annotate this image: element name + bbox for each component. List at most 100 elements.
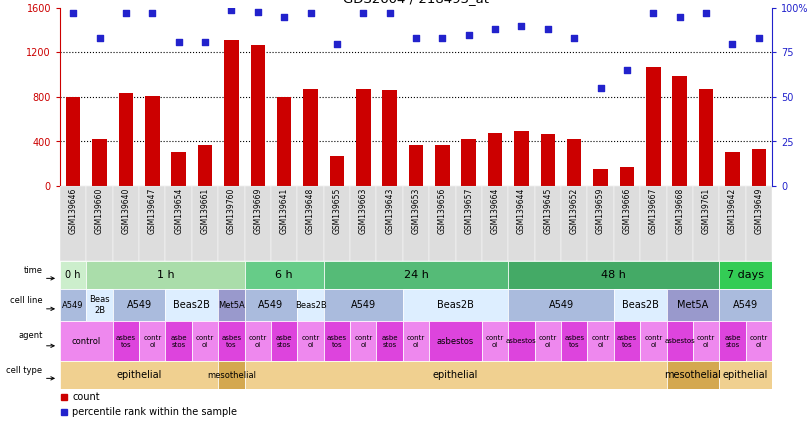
Bar xyxy=(218,289,245,321)
Point xyxy=(278,13,291,20)
Bar xyxy=(693,321,719,361)
Bar xyxy=(165,289,218,321)
Point xyxy=(463,31,475,38)
Bar xyxy=(165,321,192,361)
Bar xyxy=(87,261,245,289)
Bar xyxy=(87,289,113,321)
Text: GSM139761: GSM139761 xyxy=(701,187,710,234)
Bar xyxy=(245,261,324,289)
Bar xyxy=(250,45,265,186)
Text: Met5A: Met5A xyxy=(218,301,245,309)
Bar xyxy=(719,261,772,289)
Bar xyxy=(752,149,766,186)
Text: GSM139669: GSM139669 xyxy=(254,187,262,234)
Text: epithelial: epithelial xyxy=(723,370,769,380)
Text: epithelial: epithelial xyxy=(117,370,162,380)
Text: 24 h: 24 h xyxy=(403,270,428,280)
Bar xyxy=(60,186,87,261)
Point xyxy=(620,67,633,74)
Text: GSM139655: GSM139655 xyxy=(332,187,341,234)
Bar xyxy=(587,321,614,361)
Text: Beas2B: Beas2B xyxy=(295,301,326,309)
Bar xyxy=(297,186,324,261)
Text: GSM139666: GSM139666 xyxy=(622,187,632,234)
Point xyxy=(410,35,423,42)
Text: asbes
tos: asbes tos xyxy=(221,334,241,348)
Text: A549: A549 xyxy=(548,300,573,310)
Point xyxy=(647,10,660,17)
Text: asbe
stos: asbe stos xyxy=(724,334,740,348)
Text: GSM139656: GSM139656 xyxy=(438,187,447,234)
Text: percentile rank within the sample: percentile rank within the sample xyxy=(72,407,237,416)
Text: A549: A549 xyxy=(62,301,84,309)
Bar xyxy=(350,321,377,361)
Bar xyxy=(113,321,139,361)
Text: GSM139640: GSM139640 xyxy=(122,187,130,234)
Text: GSM139645: GSM139645 xyxy=(544,187,552,234)
Bar xyxy=(725,151,740,186)
Bar xyxy=(719,361,772,389)
Bar xyxy=(509,261,719,289)
Bar xyxy=(60,289,87,321)
Point xyxy=(594,84,607,91)
Text: contr
ol: contr ol xyxy=(143,334,161,348)
Text: 48 h: 48 h xyxy=(601,270,626,280)
Text: Met5A: Met5A xyxy=(677,300,709,310)
Text: time: time xyxy=(23,266,43,275)
Bar xyxy=(113,289,165,321)
Bar xyxy=(594,169,608,186)
Bar xyxy=(66,97,80,186)
Bar xyxy=(218,361,245,389)
Bar xyxy=(60,361,218,389)
Bar xyxy=(719,289,772,321)
Text: Beas2B: Beas2B xyxy=(173,300,211,310)
Text: contr
ol: contr ol xyxy=(591,334,610,348)
Bar xyxy=(192,186,218,261)
Text: contr
ol: contr ol xyxy=(644,334,663,348)
Bar xyxy=(218,321,245,361)
Text: 7 days: 7 days xyxy=(727,270,764,280)
Bar xyxy=(324,261,509,289)
Text: A549: A549 xyxy=(126,300,151,310)
Bar xyxy=(667,289,719,321)
Bar xyxy=(172,151,186,186)
Text: contr
ol: contr ol xyxy=(301,334,320,348)
Text: 0 h: 0 h xyxy=(66,270,81,280)
Text: GSM139646: GSM139646 xyxy=(69,187,78,234)
Bar xyxy=(403,321,429,361)
Bar xyxy=(403,289,509,321)
Point xyxy=(304,10,317,17)
Bar xyxy=(561,321,587,361)
Text: GSM139668: GSM139668 xyxy=(676,187,684,234)
Text: Beas
2B: Beas 2B xyxy=(89,295,110,315)
Bar xyxy=(435,145,450,186)
Bar xyxy=(218,186,245,261)
Point xyxy=(752,35,765,42)
Bar xyxy=(113,186,139,261)
Bar xyxy=(455,186,482,261)
Bar xyxy=(540,134,555,186)
Bar xyxy=(746,186,772,261)
Point xyxy=(146,10,159,17)
Bar xyxy=(324,289,403,321)
Bar xyxy=(667,321,693,361)
Bar xyxy=(746,321,772,361)
Point xyxy=(383,10,396,17)
Text: contr
ol: contr ol xyxy=(697,334,715,348)
Bar xyxy=(561,186,587,261)
Text: GSM139652: GSM139652 xyxy=(569,187,578,234)
Bar xyxy=(87,186,113,261)
Bar xyxy=(119,92,133,186)
Bar xyxy=(139,186,165,261)
Point xyxy=(726,40,739,47)
Bar xyxy=(462,139,476,186)
Bar xyxy=(377,186,403,261)
Text: 1 h: 1 h xyxy=(156,270,174,280)
Text: epithelial: epithelial xyxy=(433,370,478,380)
Point xyxy=(700,10,713,17)
Point xyxy=(225,6,238,13)
Bar xyxy=(245,289,297,321)
Text: count: count xyxy=(72,392,100,401)
Bar xyxy=(297,289,324,321)
Text: asbes
tos: asbes tos xyxy=(116,334,136,348)
